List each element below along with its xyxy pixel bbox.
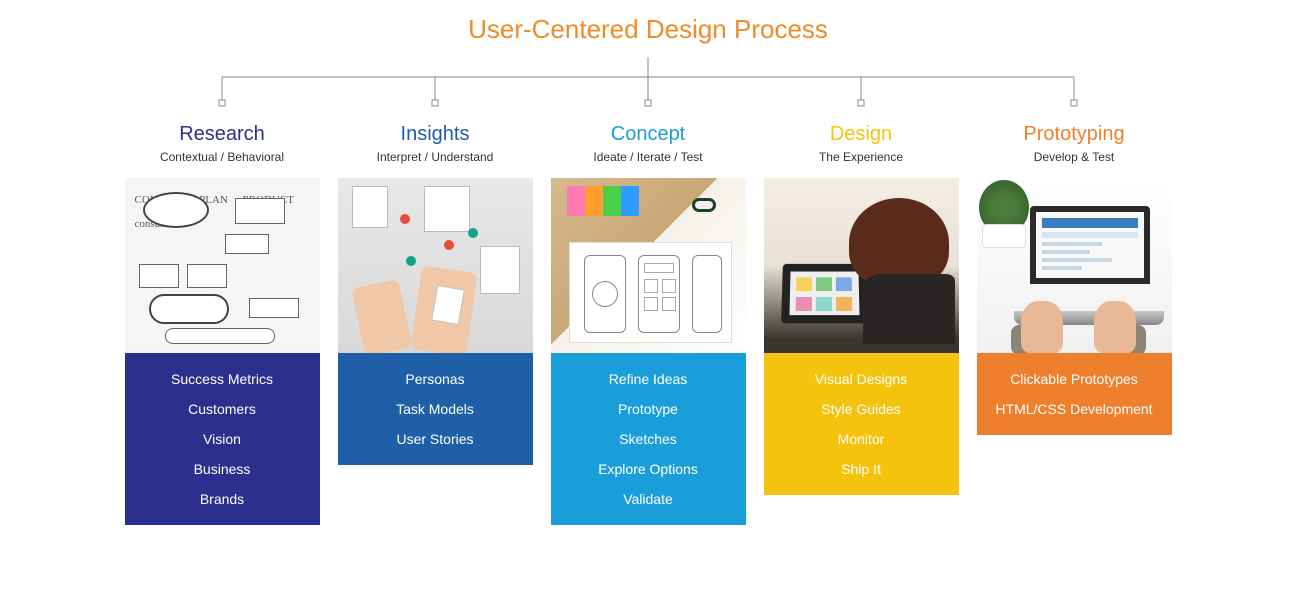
column-subtitle: Contextual / Behavioral: [160, 150, 284, 164]
process-column: Research Contextual / Behavioral Success …: [125, 123, 320, 525]
column-item: Customers: [188, 401, 256, 417]
column-item: Explore Options: [598, 461, 698, 477]
column-item: Monitor: [838, 431, 885, 447]
column-item: Personas: [405, 371, 464, 387]
column-subtitle: The Experience: [819, 150, 903, 164]
column-item: Refine Ideas: [609, 371, 688, 387]
column-title: Concept: [611, 123, 686, 146]
column-title: Insights: [401, 123, 470, 146]
process-column: Design The Experience Visual Designs Style…: [764, 123, 959, 525]
column-item: Business: [194, 461, 251, 477]
connector-diagram: [0, 53, 1296, 113]
column-subtitle: Interpret / Understand: [377, 150, 494, 164]
column-item: Style Guides: [821, 401, 900, 417]
column-items-block: Visual Designs Style Guides Monitor Ship It: [764, 353, 959, 495]
column-title: Design: [830, 123, 892, 146]
column-items-block: Success Metrics Customers Vision Business Br…: [125, 353, 320, 525]
column-image: [125, 178, 320, 353]
column-item: HTML/CSS Development: [995, 401, 1152, 417]
column-subtitle: Develop & Test: [1034, 150, 1115, 164]
column-image: [338, 178, 533, 353]
column-image: [551, 178, 746, 353]
column-item: Success Metrics: [171, 371, 273, 387]
column-item: Prototype: [618, 401, 678, 417]
column-item: Ship It: [841, 461, 881, 477]
column-items-block: Refine Ideas Prototype Sketches Explore Opt…: [551, 353, 746, 525]
column-item: Sketches: [619, 431, 677, 447]
process-column: Insights Interpret / Understand Personas T…: [338, 123, 533, 525]
column-item: Visual Designs: [815, 371, 907, 387]
column-item: Clickable Prototypes: [1010, 371, 1138, 387]
column-image: [764, 178, 959, 353]
column-item: Vision: [203, 431, 241, 447]
column-title: Research: [179, 123, 265, 146]
column-item: Validate: [623, 491, 673, 507]
column-item: User Stories: [396, 431, 473, 447]
column-items-block: Clickable Prototypes HTML/CSS Development: [977, 353, 1172, 435]
column-item: Brands: [200, 491, 244, 507]
column-item: Task Models: [396, 401, 474, 417]
column-subtitle: Ideate / Iterate / Test: [593, 150, 702, 164]
column-items-block: Personas Task Models User Stories: [338, 353, 533, 465]
page-title: User-Centered Design Process: [0, 0, 1296, 45]
column-image: [977, 178, 1172, 353]
process-column: Concept Ideate / Iterate / Test Refine Id…: [551, 123, 746, 525]
columns-row: Research Contextual / Behavioral Success …: [0, 123, 1296, 525]
process-column: Prototyping Develop & Test Clickable Prot…: [977, 123, 1172, 525]
column-title: Prototyping: [1023, 123, 1124, 146]
